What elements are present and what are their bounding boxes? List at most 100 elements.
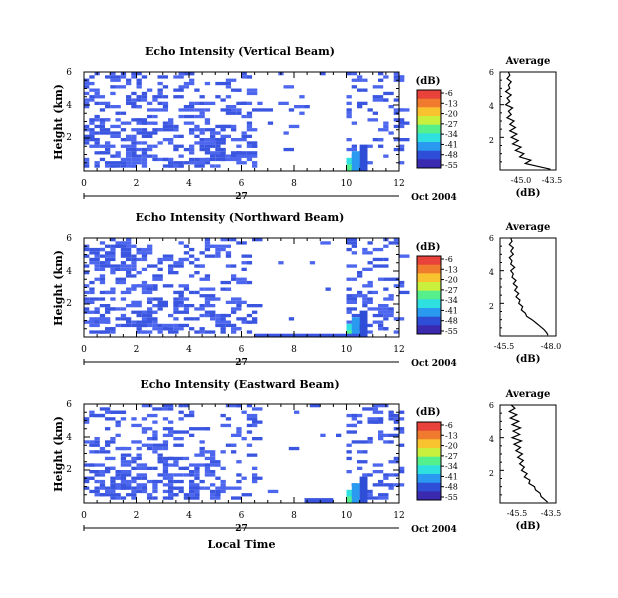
heatmap-cell [120, 486, 127, 490]
heatmap-cell [105, 144, 116, 148]
heatmap-cell [173, 147, 179, 152]
heatmap-cell [168, 121, 174, 125]
heatmap-cell [99, 330, 111, 334]
heatmap-cell [99, 121, 106, 125]
y-tick-label: 6 [66, 68, 72, 78]
avg-title: Average [505, 389, 551, 400]
heatmap-cell [84, 85, 90, 89]
avg-x-tick-label: -48.0 [541, 342, 562, 351]
heatmap-cell [378, 138, 384, 142]
y-tick-label: 2 [66, 133, 72, 143]
heatmap-cell [367, 330, 373, 334]
heatmap-cell [210, 287, 216, 291]
heatmap-cell [94, 277, 100, 281]
heatmap-cell [147, 287, 153, 291]
heatmap-cell [178, 134, 184, 138]
heatmap-cell [99, 483, 106, 487]
heatmap-cell [99, 280, 106, 285]
colorbar-tick-label: -41 [445, 306, 458, 315]
heatmap-cell [115, 277, 126, 281]
date-month-label: Oct 2004 [411, 525, 457, 535]
heatmap-cell [89, 297, 100, 301]
heatmap-cell [189, 78, 195, 82]
heatmap-cell [194, 470, 200, 474]
heatmap-cell [110, 105, 121, 109]
heatmap-cell [383, 297, 394, 301]
heatmap-cell [378, 479, 384, 484]
heatmap-cell [110, 164, 121, 168]
heatmap-cell [110, 496, 116, 500]
heatmap-cell [183, 257, 190, 262]
heatmap-cell [199, 287, 205, 291]
colorbar-swatch [417, 325, 441, 335]
heatmap-cell [131, 98, 137, 102]
heatmap-cell [94, 251, 100, 255]
date-day-label: 27 [235, 358, 248, 368]
heatmap-cell [210, 463, 221, 467]
heatmap-cell [194, 134, 200, 138]
colorbar-swatch [417, 264, 441, 274]
heatmap-cell [378, 417, 384, 421]
heatmap-cell [178, 410, 184, 414]
heatmap-cell [252, 317, 258, 321]
colorbar-tick-label: -34 [445, 296, 458, 305]
heatmap-cell [84, 164, 90, 168]
heatmap-cell [204, 287, 211, 291]
heatmap-cell [288, 124, 300, 129]
heatmap-cell [241, 114, 247, 119]
heatmap-cell [194, 128, 200, 132]
heatmap-cell [157, 473, 168, 477]
heatmap-cell [231, 450, 237, 454]
heatmap-cell [383, 75, 389, 79]
heatmap-cell [136, 284, 147, 288]
heatmap-cell [372, 313, 384, 318]
heatmap-cell [126, 287, 132, 291]
heatmap-cell [383, 287, 389, 291]
heatmap-cell [278, 101, 289, 105]
heatmap-cell [399, 410, 405, 414]
heatmap-frame [83, 71, 400, 172]
heatmap-cell [383, 277, 389, 281]
heatmap-cell [225, 251, 232, 255]
heatmap-cell [246, 313, 253, 318]
heatmap-cell [236, 404, 242, 408]
heatmap-cell [215, 147, 226, 152]
heatmap-cell [183, 307, 190, 311]
heatmap-cell [173, 317, 179, 321]
heatmap-cell [141, 247, 153, 252]
heatmap-cell [362, 88, 368, 92]
heatmap-cell [246, 413, 258, 418]
heatmap-cell [372, 463, 384, 467]
heatmap-cell [367, 417, 378, 421]
heatmap-cell [105, 320, 111, 324]
heatmap-cell [294, 105, 305, 109]
heatmap-cell [189, 261, 195, 265]
heatmap-cell [131, 310, 137, 314]
heatmap-cell [399, 124, 405, 129]
heatmap-cell [294, 410, 300, 414]
avg-y-tick-label: 6 [489, 401, 494, 410]
heatmap-cell [115, 486, 126, 490]
heatmap-cell [105, 75, 116, 79]
colorbar-unit: (dB) [416, 407, 441, 418]
heatmap-cell [126, 161, 132, 165]
heatmap-cell [173, 304, 179, 308]
heatmap-cell [136, 81, 142, 86]
heatmap-cell [173, 134, 179, 138]
heatmap-cell [220, 141, 226, 145]
heatmap-cell [115, 323, 121, 328]
heatmap-cell [141, 95, 148, 99]
heatmap-cell [89, 95, 95, 99]
heatmap-cell [178, 154, 184, 158]
heatmap-cell [262, 108, 273, 112]
heatmap-cell [126, 304, 137, 308]
colorbar-tick-label: -20 [445, 276, 458, 285]
heatmap-cell [252, 128, 258, 132]
heatmap-cell [199, 161, 205, 165]
heatmap-cell [99, 450, 111, 454]
heatmap-cell [346, 470, 352, 474]
heatmap-cell [241, 138, 247, 142]
heatmap-cell [231, 157, 242, 162]
heatmap-cell [399, 78, 405, 82]
